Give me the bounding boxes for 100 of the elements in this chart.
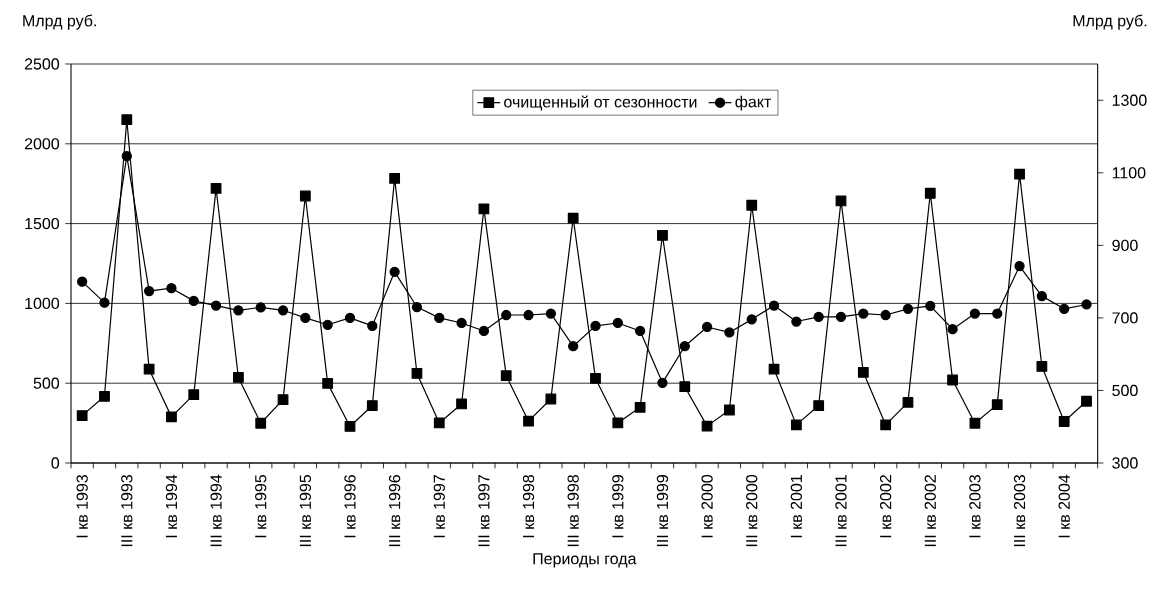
point (277, 394, 289, 406)
point (947, 374, 958, 386)
y-axis-title: Млрд руб. (23, 14, 96, 30)
legend-label: факт (735, 95, 772, 111)
x-tick-label: III кв 1996 (388, 475, 401, 547)
point (880, 309, 891, 321)
x-tick-label: I кв 1995 (255, 474, 267, 538)
point (590, 320, 601, 332)
point (701, 420, 713, 432)
point (523, 309, 534, 321)
point (411, 368, 423, 379)
point (501, 309, 512, 321)
point (277, 305, 289, 316)
point (568, 341, 579, 352)
x-tick-label: III кв 2003 (1013, 475, 1026, 547)
point (724, 327, 735, 338)
point (434, 312, 445, 324)
point (880, 419, 892, 431)
y-tick-label: 2500 (24, 58, 60, 70)
x-tick-label: I кв 1999 (612, 475, 624, 538)
y2-tick-label: 300 (1112, 457, 1138, 469)
x-tick-label: I кв 2004 (1058, 474, 1070, 538)
point (902, 396, 914, 408)
point (456, 317, 467, 329)
point (813, 400, 825, 411)
point (322, 319, 333, 330)
point (232, 372, 244, 383)
point (969, 417, 981, 429)
point (612, 317, 623, 329)
point (991, 399, 1003, 410)
point (77, 276, 88, 287)
point (813, 311, 824, 322)
x-tick-label: I кв 2000 (701, 474, 713, 538)
y2-tick-label: 1100 (1112, 167, 1146, 179)
y2-tick-label: 500 (1112, 384, 1138, 397)
point (433, 417, 445, 429)
point (925, 300, 936, 312)
point (1081, 395, 1092, 407)
x-tick-label: I кв 1997 (433, 475, 445, 538)
point (1081, 299, 1092, 310)
point (679, 381, 691, 393)
x-tick-label: I кв 1993 (76, 475, 88, 538)
point (746, 199, 758, 211)
x-tick-label: I кв 2001 (790, 475, 803, 538)
point (858, 308, 869, 319)
point (300, 312, 311, 324)
point (1014, 168, 1025, 180)
point (344, 421, 356, 432)
point (790, 419, 802, 431)
point (701, 321, 713, 333)
point (478, 325, 490, 337)
point (143, 363, 155, 375)
point (746, 314, 757, 325)
x-tick-label: III кв 1995 (299, 474, 311, 547)
x-tick-label: I кв 1998 (522, 475, 535, 538)
x-tick-label: I кв 1996 (344, 475, 356, 538)
point (835, 311, 847, 322)
point (768, 363, 780, 375)
point (1058, 416, 1070, 427)
point (99, 390, 110, 402)
point (166, 411, 177, 423)
point (545, 393, 557, 405)
point (389, 173, 401, 184)
x-tick-label: III кв 1999 (656, 475, 669, 547)
point (188, 389, 200, 401)
point (121, 151, 132, 162)
legend-label: очищенный от сезонности (504, 95, 697, 111)
point (1059, 303, 1070, 314)
x-tick-label: I кв 2003 (969, 475, 981, 538)
point (612, 417, 624, 429)
point (121, 114, 133, 126)
point (992, 308, 1003, 319)
point (635, 325, 646, 337)
point (456, 398, 467, 410)
y2-tick-label: 700 (1112, 312, 1138, 324)
point (389, 266, 400, 277)
x-tick-label: I кв 1994 (165, 474, 178, 538)
point (657, 230, 668, 241)
y-tick-label: 1500 (25, 217, 60, 230)
point (545, 308, 556, 319)
point (857, 366, 869, 378)
point (255, 417, 267, 429)
point (791, 316, 802, 327)
x-tick-label: III кв 2000 (746, 474, 758, 547)
point (99, 297, 110, 308)
x-tick-label: III кв 1997 (478, 475, 490, 547)
y-tick-label: 0 (51, 457, 60, 469)
point (835, 195, 847, 207)
y2-axis-title: Млрд руб. (1073, 14, 1147, 30)
point (1036, 291, 1048, 302)
point (768, 300, 780, 311)
x-tick-label: III кв 2002 (924, 475, 936, 547)
point (322, 377, 334, 389)
y-tick-label: 1000 (25, 297, 60, 310)
point (1036, 361, 1048, 372)
point (567, 212, 579, 224)
y-tick-label: 2000 (24, 138, 60, 150)
point (210, 182, 222, 194)
point (76, 410, 88, 421)
point (724, 404, 735, 416)
